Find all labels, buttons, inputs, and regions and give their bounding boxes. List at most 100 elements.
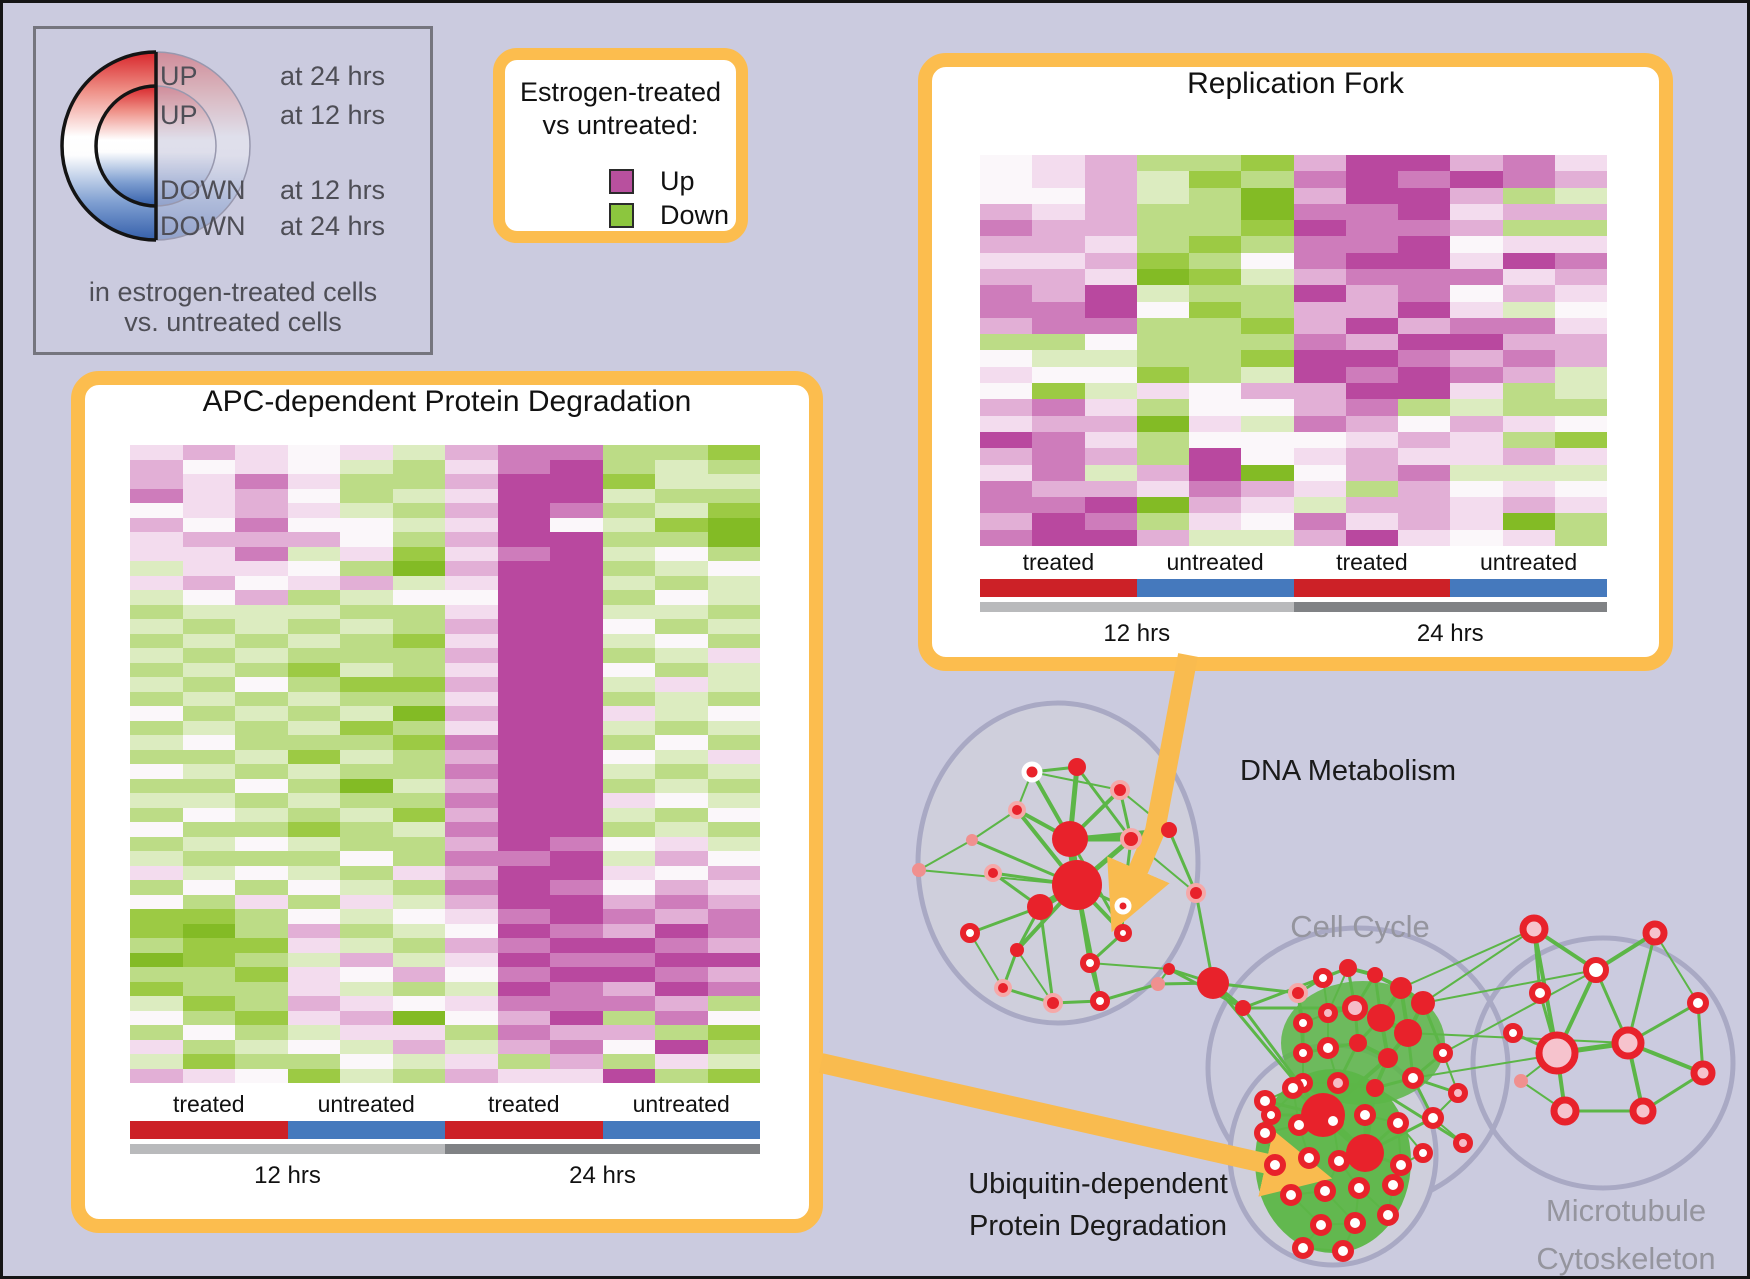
gene-node [1411,991,1435,1015]
network-edge [1406,1001,1425,1035]
network-edge [1356,1041,1390,1060]
network-edge [1274,1164,1292,1196]
network-edge [1532,927,1598,972]
network-edge [1532,927,1542,995]
network-edge [1302,1247,1344,1252]
network-edge [1324,1160,1340,1192]
network-edge [1241,1006,1325,1117]
gene-node [1687,992,1709,1014]
network-edge [1353,1006,1360,1045]
apc-axis: treated untreated treated untreated 12 hrs 24… [130,1091,760,1190]
gene-node [1280,1184,1302,1206]
microtubule-line1: Microtubule [1545,1193,1707,1228]
network-edge [1264,1087,1294,1102]
time-label: 12 hrs [1103,620,1171,647]
network-edge [1321,1081,1340,1117]
time-label: 24 hrs [569,1162,636,1189]
rf-heatmap [980,155,1607,546]
gene-node [1402,1067,1424,1089]
group-label: untreated [1480,549,1578,575]
network-edge [1379,1016,1390,1060]
group-label: treated [1336,549,1408,575]
gene-node [1535,1031,1579,1075]
gene-node [1342,995,1368,1021]
gene-node [966,834,978,846]
gene-node [1348,1177,1370,1199]
network-edge [1373,973,1403,990]
network-edge [1392,1164,1402,1186]
network-edge [968,905,1042,935]
gene-node [1288,1114,1310,1136]
group-label: untreated [632,1091,730,1117]
gene-node [1313,968,1333,988]
network-edge [1074,836,1134,888]
network-edge [1342,1222,1356,1252]
network-edge [1291,1086,1325,1117]
network-edge [1363,1086,1377,1155]
gene-node [1327,1072,1349,1094]
network-edge [1363,1151,1403,1167]
network-edge [1555,1051,1567,1113]
network-edge [1321,966,1350,980]
apc-panel-title: APC-dependent Protein Degradation [202,385,692,418]
network-edge [1364,1114,1399,1124]
gene-node [1068,758,1086,776]
gene-node [1120,828,1142,850]
gene-node [1422,1107,1444,1129]
callout-arrow [1107,653,1198,933]
ring-row-down24-time: at 24 hrs [280,211,386,241]
network-edge [1346,966,1377,977]
network-edge [1302,1012,1329,1024]
network-edge [1532,927,1559,1055]
network-edge [1411,1051,1445,1080]
ring-row-down12-word: DOWN [160,175,246,205]
network-edge [970,838,1079,887]
network-edge [1353,973,1377,1010]
network-edge [918,869,1078,886]
gene-node [1366,1079,1384,1097]
network-edge [1088,931,1125,965]
ring-row-up12-word: UP [160,100,198,130]
network-edge [1068,828,1171,841]
time-label: 24 hrs [1416,620,1484,647]
ring-caption-line2: vs. untreated cells [124,307,342,337]
network-edge [1001,986,1055,1005]
cluster-circle [915,700,1201,1026]
network-edge [1399,986,1410,1035]
gene-node [1349,1034,1367,1052]
network-edge [1321,1056,1390,1117]
network-edge [1036,881,1081,911]
gene-node [1090,991,1110,1011]
group-label: treated [487,1091,560,1117]
microtubule-line2: Cytoskeleton [1536,1241,1716,1276]
group-label: treated [1022,549,1095,575]
gene-node [1382,1174,1404,1196]
network-edge [1363,1121,1400,1155]
ring-diagram-icon [60,50,251,242]
gene-node [1322,1110,1344,1132]
gene-node [1021,761,1043,783]
gene-node [1394,1019,1422,1047]
gene-node [1293,1073,1313,1093]
network-edge [1442,1052,1459,1094]
network-edge [1421,1001,1445,1055]
network-edge [1626,1041,1705,1075]
group-color-bar [1450,579,1607,597]
network-edge [1336,1041,1360,1085]
gene-node [1161,822,1177,838]
legend-title-line2: vs untreated: [542,110,699,140]
network-edge [1363,1116,1435,1155]
gene-node [912,863,926,877]
network-edge [1264,1124,1300,1134]
cluster-label-cell-cycle: Cell Cycle [1290,909,1430,944]
up-color-swatch [609,168,634,194]
network-edge [1089,962,1170,970]
network-edge [1167,967,1245,1010]
network-edge [1411,1076,1435,1120]
gene-node [1301,1093,1345,1137]
network-edge [1397,1122,1402,1166]
network-edge [1052,1000,1101,1004]
network-edge [1326,1041,1360,1050]
gene-node [1390,977,1412,999]
group-color-bar [130,1121,288,1139]
